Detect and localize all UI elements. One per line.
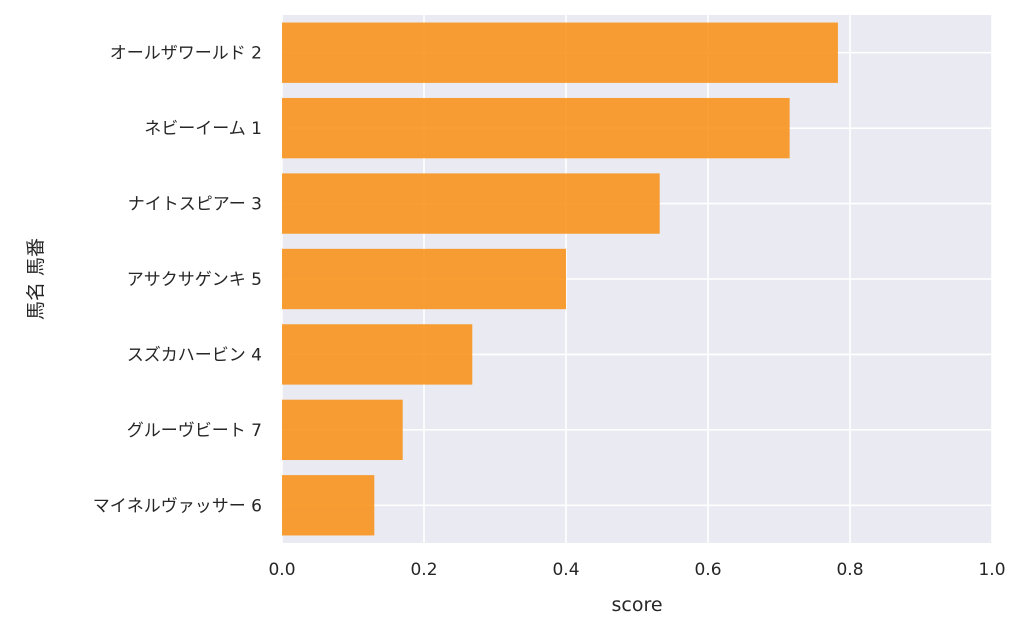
bar (282, 97, 790, 159)
bar (282, 173, 660, 234)
bars (282, 22, 838, 536)
x-tick-label: 0.4 (552, 560, 579, 580)
y-tick-label: マイネルヴァッサー 6 (93, 496, 262, 516)
y-tick-label: アサクサゲンキ 5 (127, 270, 262, 290)
x-tick-label: 1.0 (978, 560, 1005, 580)
x-tick-label: 0.8 (836, 560, 863, 580)
bar (282, 248, 566, 310)
bar (282, 475, 375, 536)
y-tick-labels: オールザワールド 2 ネビーイーム 1 ナイトスピアー 3 アサクサゲンキ 5 スズカハ… (93, 44, 262, 517)
y-tick-label: ネビーイーム 1 (144, 119, 262, 139)
y-axis-label: 馬名 馬番 (25, 238, 47, 320)
x-tick-label: 0.2 (410, 560, 437, 580)
x-axis-label: score (611, 594, 662, 616)
y-tick-label: ナイトスピアー 3 (128, 195, 262, 215)
x-tick-label: 0.0 (268, 560, 295, 580)
x-tick-label: 0.6 (694, 560, 721, 580)
x-tick-labels: 0.0 0.2 0.4 0.6 0.8 1.0 (268, 560, 1005, 580)
y-tick-label: スズカハービン 4 (127, 345, 262, 365)
bar (282, 324, 473, 385)
bar (282, 399, 403, 461)
y-tick-label: グルーヴビート 7 (127, 421, 262, 441)
bar (282, 22, 838, 83)
y-tick-label: オールザワールド 2 (110, 44, 262, 64)
